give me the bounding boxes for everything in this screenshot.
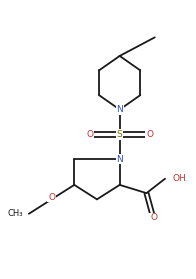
Text: O: O: [86, 130, 93, 139]
Text: S: S: [117, 130, 122, 139]
Text: CH₃: CH₃: [7, 209, 23, 218]
Text: O: O: [150, 213, 157, 222]
Text: N: N: [116, 105, 123, 114]
Text: O: O: [48, 193, 55, 202]
Text: N: N: [116, 155, 123, 163]
Text: OH: OH: [172, 174, 186, 183]
Text: O: O: [146, 130, 153, 139]
